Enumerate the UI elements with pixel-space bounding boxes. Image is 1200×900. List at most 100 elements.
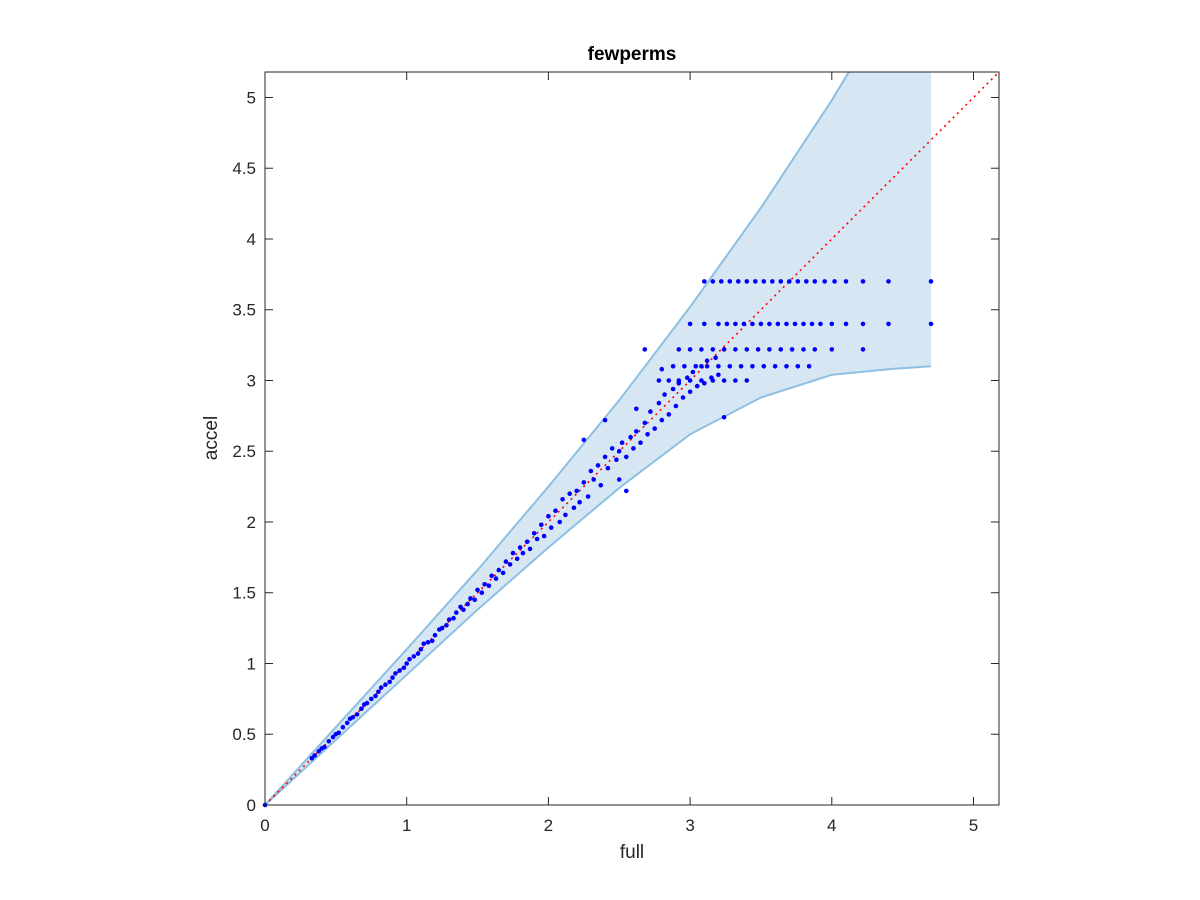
data-point [383,682,388,687]
data-point [685,375,690,381]
data-point [458,604,463,610]
data-point [454,610,459,615]
y-tick-label: 1.5 [232,584,256,603]
data-point [753,279,758,284]
data-point [687,389,693,395]
data-point [373,693,378,699]
y-tick-label: 4.5 [232,159,256,178]
data-point [390,675,395,680]
data-point [616,448,622,454]
data-point [727,364,733,369]
data-point [503,559,509,564]
data-point [376,689,381,695]
y-tick-label: 2.5 [232,442,256,461]
data-point [475,587,480,593]
data-point [699,378,704,383]
data-point [588,468,594,474]
x-tick-label: 1 [402,816,411,835]
data-point [465,601,470,607]
data-point [493,576,499,581]
data-point [702,321,707,327]
data-point [546,514,551,519]
data-point [560,497,565,502]
data-point [322,744,327,750]
y-tick-label: 3 [247,371,256,390]
confidence-band [264,71,932,806]
data-point [468,596,473,601]
data-point [704,364,710,369]
data-point [710,378,716,383]
data-point [595,463,601,468]
data-point [461,607,466,612]
data-point [659,417,665,423]
y-tick-label: 3.5 [232,301,256,320]
data-point [775,321,781,327]
data-point [750,364,755,369]
data-point [829,321,835,327]
data-point [767,347,772,352]
data-point [792,321,798,327]
data-point [510,550,516,556]
data-point [659,366,665,372]
data-point [631,446,636,451]
data-point [736,279,741,284]
data-point [628,434,633,440]
data-point [418,647,424,652]
data-point [393,671,398,676]
identity-line [264,71,1000,806]
data-point [432,632,438,638]
data-point [404,661,410,666]
data-point [638,440,643,446]
data-point [517,545,523,550]
data-point [567,491,572,497]
data-point [500,570,506,576]
data-point [812,279,818,284]
data-point [439,625,445,631]
data-point [670,386,676,392]
data-point [704,358,710,364]
data-point [832,279,837,284]
data-point [716,372,721,378]
data-point [619,440,625,446]
data-point [616,477,622,482]
data-point [738,364,744,369]
data-point [446,617,452,622]
data-point [680,395,686,400]
data-point [571,505,577,511]
data-point [806,364,812,369]
x-tick-label: 3 [685,816,694,835]
data-point [795,364,801,369]
data-point [666,412,672,417]
data-point [795,279,801,284]
data-point [598,482,604,488]
y-tick-label: 1 [247,654,256,673]
data-point [652,426,657,431]
data-point [614,457,619,463]
data-point [721,347,727,352]
data-point [772,364,778,369]
data-point [741,321,747,327]
data-point [527,546,533,552]
data-point [744,279,750,284]
y-tick-label: 0 [247,796,256,815]
data-point [750,321,755,327]
reference-line [264,71,1000,806]
data-point [843,321,849,327]
data-point [309,756,315,761]
data-point [359,706,364,712]
data-point [662,392,667,397]
data-point [479,590,485,595]
data-point [784,321,789,327]
data-point [514,556,520,562]
x-tick-label: 4 [827,816,836,835]
data-point [634,406,639,412]
data-point [787,279,792,284]
axes: 0 1 2 3 4 5 0 0.5 1 1.5 2 2.5 3 3.5 4 4.5 5 [232,71,1000,835]
data-point [642,347,648,352]
data-point [411,654,417,659]
data-point [673,403,679,409]
data-point [415,651,421,656]
data-point [860,321,866,327]
data-point [645,432,650,437]
